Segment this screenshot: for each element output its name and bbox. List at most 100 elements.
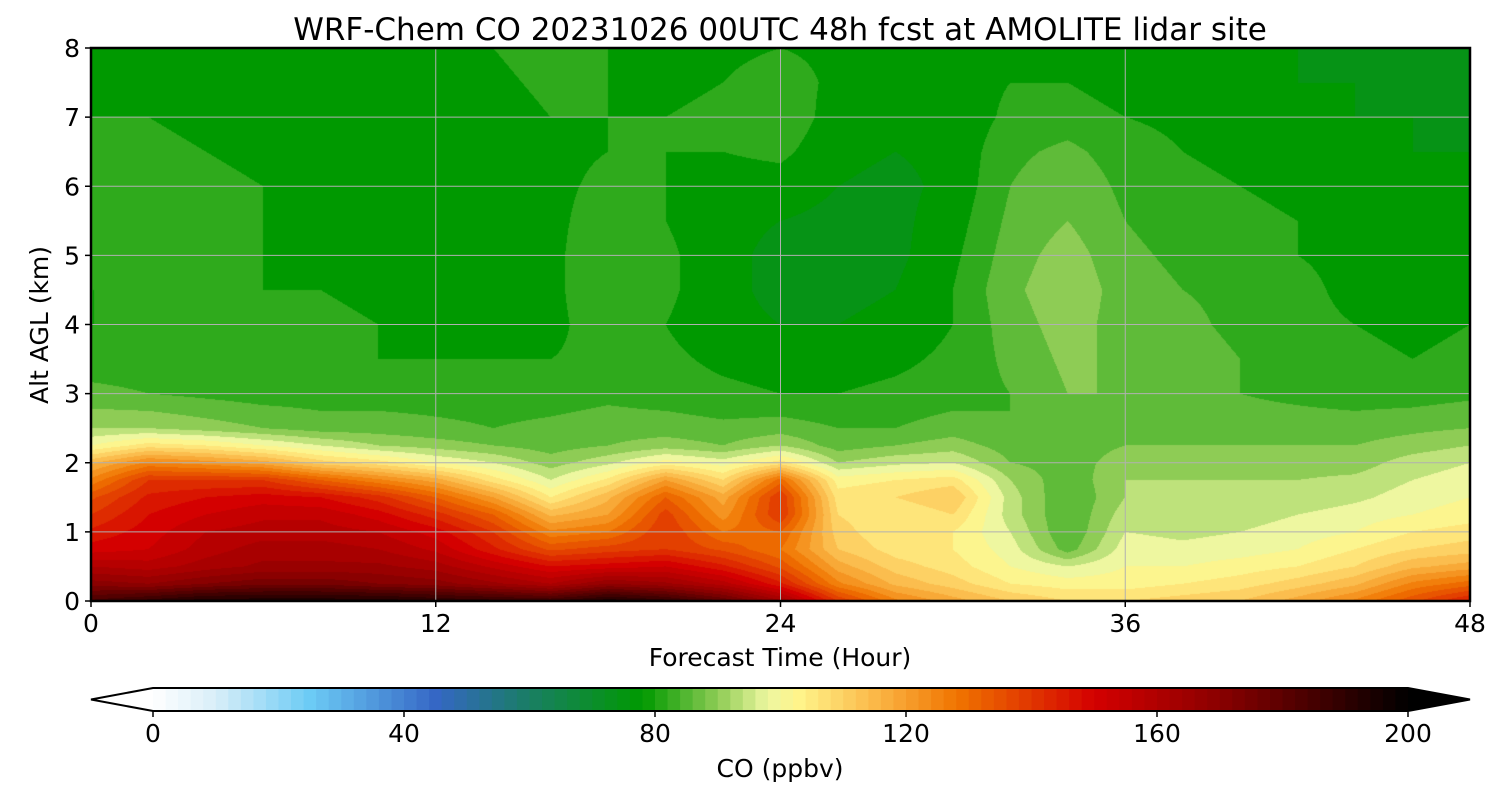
colorbar-segment xyxy=(755,688,769,711)
colorbar-segment xyxy=(642,688,656,711)
colorbar-segment xyxy=(1081,688,1095,711)
colorbar-segment xyxy=(429,688,443,711)
colorbar-segment xyxy=(1069,688,1083,711)
colorbar-segment xyxy=(316,688,330,711)
colorbar-segment xyxy=(1106,688,1120,711)
colorbar-segment xyxy=(441,688,455,711)
colorbar-segment xyxy=(404,688,418,711)
y-tick-label: 1 xyxy=(64,518,80,547)
colorbar-segment xyxy=(918,688,932,711)
y-tick-label: 7 xyxy=(64,103,80,132)
colorbar-segment xyxy=(278,688,292,711)
colorbar-segment xyxy=(880,688,895,711)
colorbar-segment xyxy=(1207,688,1221,711)
colorbar-segment xyxy=(805,688,819,711)
colorbar-segment xyxy=(466,688,480,711)
colorbar-segment xyxy=(667,688,681,711)
colorbar-segment xyxy=(906,688,920,711)
colorbar-segment xyxy=(1056,688,1070,711)
x-axis-label: Forecast Time (Hour) xyxy=(649,643,912,672)
colorbar-segment xyxy=(818,688,832,711)
colorbar-segment xyxy=(516,688,531,711)
y-tick-label: 6 xyxy=(64,172,80,201)
colorbar-segment xyxy=(491,688,505,711)
colorbar-segment xyxy=(1006,688,1020,711)
colorbar-segment xyxy=(1295,688,1309,711)
colorbar-segment xyxy=(1144,688,1158,711)
colorbar-segment xyxy=(893,688,907,711)
colorbar-segment xyxy=(228,688,242,711)
colorbar-segment xyxy=(780,688,794,711)
colorbar-segment xyxy=(1345,688,1359,711)
colorbar-segment xyxy=(1031,688,1045,711)
y-tick-label: 2 xyxy=(64,449,80,478)
colorbar-segment xyxy=(542,688,556,711)
colorbar-min-extend xyxy=(91,688,153,711)
colorbar-segment xyxy=(717,688,731,711)
colorbar-segment xyxy=(1320,688,1334,711)
colorbar-tick-label: 40 xyxy=(388,719,420,748)
colorbar-segment xyxy=(629,688,644,711)
colorbar-segment xyxy=(993,688,1007,711)
colorbar-segment xyxy=(604,688,618,711)
colorbar-segment xyxy=(291,688,305,711)
colorbar-segment xyxy=(943,688,957,711)
colorbar-segment xyxy=(504,688,518,711)
colorbar-segment xyxy=(265,688,280,711)
colorbar-segment xyxy=(1257,688,1271,711)
colorbar-segment xyxy=(554,688,568,711)
colorbar-segment xyxy=(767,688,782,711)
colorbar-segment xyxy=(868,688,882,711)
colorbar-segment xyxy=(931,688,945,711)
colorbar-segment xyxy=(1232,688,1246,711)
chart-title: WRF-Chem CO 20231026 00UTC 48h fcst at A… xyxy=(293,12,1267,48)
colorbar-max-extend xyxy=(1408,688,1470,711)
colorbar-segment xyxy=(1382,688,1397,711)
colorbar-segment xyxy=(165,688,179,711)
y-tick-label: 4 xyxy=(64,311,80,340)
colorbar-tick-label: 0 xyxy=(145,719,161,748)
colorbar-segment xyxy=(203,688,217,711)
colorbar-segment xyxy=(1332,688,1346,711)
colorbar-segment xyxy=(1157,688,1171,711)
colorbar-segment xyxy=(579,688,593,711)
y-tick-label: 5 xyxy=(64,241,80,270)
colorbar-segment xyxy=(178,688,192,711)
colorbar-segment xyxy=(1094,688,1108,711)
colorbar-segment xyxy=(1182,688,1196,711)
colorbar-segment xyxy=(742,688,756,711)
colorbar-segment xyxy=(730,688,744,711)
colorbar-segment xyxy=(215,688,229,711)
colorbar-segment xyxy=(1244,688,1258,711)
colorbar-segment xyxy=(1282,688,1296,711)
colorbar-segment xyxy=(378,688,393,711)
colorbar-segment xyxy=(617,688,631,711)
colorbar-segment xyxy=(830,688,844,711)
colorbar-segment xyxy=(692,688,706,711)
colorbar-segment xyxy=(793,688,807,711)
y-axis-label: Alt AGL (km) xyxy=(25,246,54,404)
colorbar-segment xyxy=(843,688,857,711)
colorbar-segment xyxy=(391,688,405,711)
colorbar-segment xyxy=(190,688,204,711)
colorbar-label: CO (ppbv) xyxy=(717,754,844,783)
colorbar-tick-label: 200 xyxy=(1384,719,1432,748)
colorbar-tick-label: 80 xyxy=(639,719,671,748)
x-tick-label: 12 xyxy=(420,609,452,638)
colorbar-segment xyxy=(341,688,355,711)
colorbar-segment xyxy=(1307,688,1321,711)
colorbar-segment xyxy=(567,688,581,711)
colorbar-segment xyxy=(1044,688,1058,711)
colorbar-segment xyxy=(1119,688,1133,711)
colorbar-segment xyxy=(153,688,167,711)
colorbar-tick-label: 120 xyxy=(882,719,930,748)
x-tick-label: 48 xyxy=(1454,609,1486,638)
colorbar-segment xyxy=(303,688,317,711)
colorbar-segment xyxy=(353,688,367,711)
x-tick-label: 24 xyxy=(765,609,797,638)
colorbar-segment xyxy=(855,688,869,711)
colorbar-segment xyxy=(956,688,970,711)
colorbar-segment xyxy=(253,688,267,711)
